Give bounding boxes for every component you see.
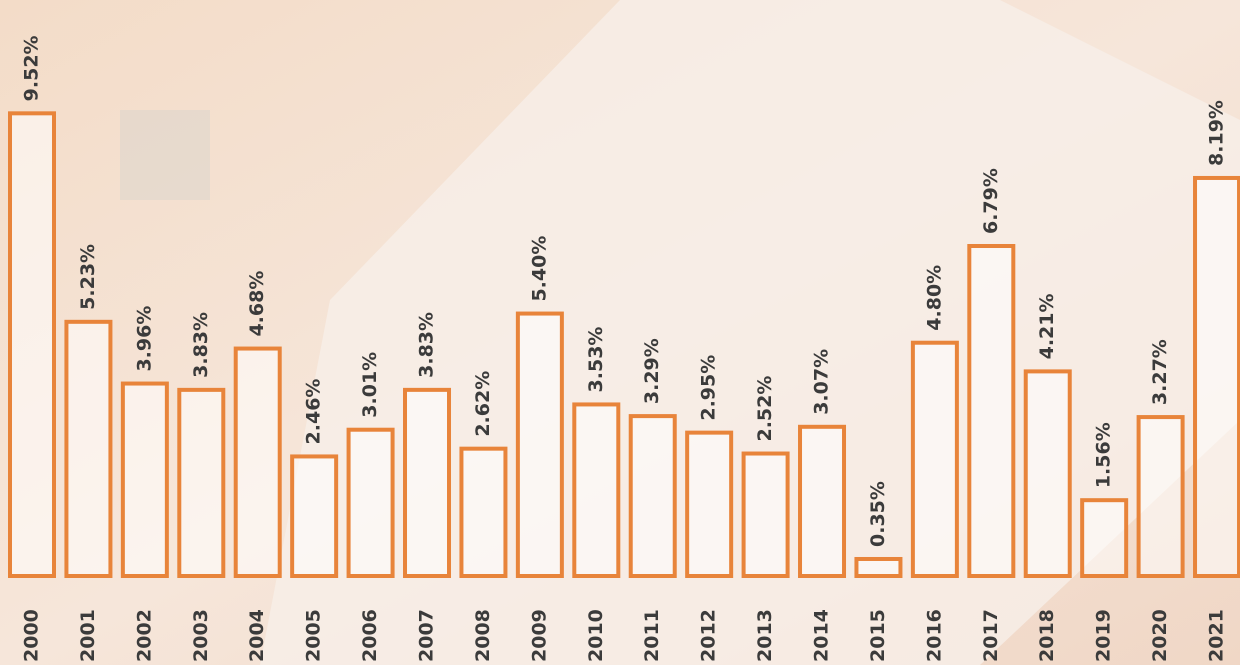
- value-label: 2.62%: [472, 371, 494, 437]
- x-tick-label: 2008: [472, 609, 494, 662]
- value-label: 3.96%: [133, 306, 155, 372]
- bar: [1193, 175, 1240, 578]
- value-label: 3.29%: [641, 338, 663, 404]
- x-tick-label: 2010: [585, 609, 607, 662]
- bar: [628, 414, 677, 578]
- value-label: 5.23%: [77, 244, 99, 310]
- x-tick-label: 2005: [303, 609, 325, 662]
- bar: [967, 244, 1016, 578]
- bar: [120, 381, 169, 578]
- backdrop-shape: [120, 110, 210, 200]
- value-label: 3.83%: [416, 312, 438, 378]
- value-label: 4.21%: [1036, 293, 1058, 359]
- value-label: 5.40%: [528, 236, 550, 302]
- bar: [233, 346, 282, 578]
- value-label: 3.83%: [190, 312, 212, 378]
- x-tick-label: 2007: [416, 609, 438, 662]
- bar: [1080, 498, 1129, 578]
- x-tick-label: 2014: [811, 609, 833, 662]
- x-tick-label: 2017: [980, 609, 1002, 662]
- value-label: 9.52%: [21, 35, 43, 101]
- x-tick-label: 2002: [133, 609, 155, 662]
- value-label: 3.27%: [1149, 339, 1171, 405]
- bar: [64, 319, 113, 578]
- x-tick-label: 2001: [77, 609, 99, 662]
- value-label: 4.80%: [923, 265, 945, 331]
- bar: [572, 402, 621, 578]
- x-tick-label: 2018: [1036, 609, 1058, 662]
- bar: [1023, 369, 1072, 579]
- value-label: 4.68%: [246, 271, 268, 337]
- x-tick-label: 2000: [21, 609, 43, 662]
- x-tick-label: 2011: [641, 609, 663, 662]
- x-tick-label: 2009: [528, 609, 550, 662]
- bar: [854, 556, 903, 578]
- bar: [177, 387, 226, 578]
- x-tick-label: 2020: [1149, 609, 1171, 662]
- x-tick-label: 2019: [1093, 609, 1115, 662]
- value-label: 2.46%: [303, 379, 325, 445]
- x-tick-label: 2015: [867, 609, 889, 662]
- x-tick-label: 2012: [698, 609, 720, 662]
- bar: [910, 340, 959, 578]
- x-tick-label: 2013: [754, 609, 776, 662]
- bar: [798, 424, 847, 578]
- value-label: 2.95%: [698, 355, 720, 421]
- bar: [1136, 415, 1185, 578]
- x-tick-label: 2016: [923, 609, 945, 662]
- value-label: 2.52%: [754, 376, 776, 442]
- bar: [346, 427, 395, 578]
- bar: [685, 430, 734, 578]
- value-label: 1.56%: [1093, 422, 1115, 488]
- value-label: 3.07%: [811, 349, 833, 415]
- bar: [290, 454, 339, 578]
- value-label: 0.35%: [867, 481, 889, 547]
- x-tick-label: 2004: [246, 609, 268, 662]
- x-tick-label: 2006: [359, 609, 381, 662]
- bar: [403, 387, 452, 578]
- value-label: 6.79%: [980, 168, 1002, 234]
- bar: [515, 311, 564, 578]
- value-label: 3.01%: [359, 352, 381, 418]
- x-tick-label: 2003: [190, 609, 212, 662]
- value-label: 3.53%: [585, 327, 607, 393]
- bar: [8, 111, 56, 578]
- x-tick-label: 2021: [1206, 609, 1228, 662]
- bar: [459, 446, 508, 578]
- value-label: 8.19%: [1206, 100, 1228, 166]
- bar: [741, 451, 790, 579]
